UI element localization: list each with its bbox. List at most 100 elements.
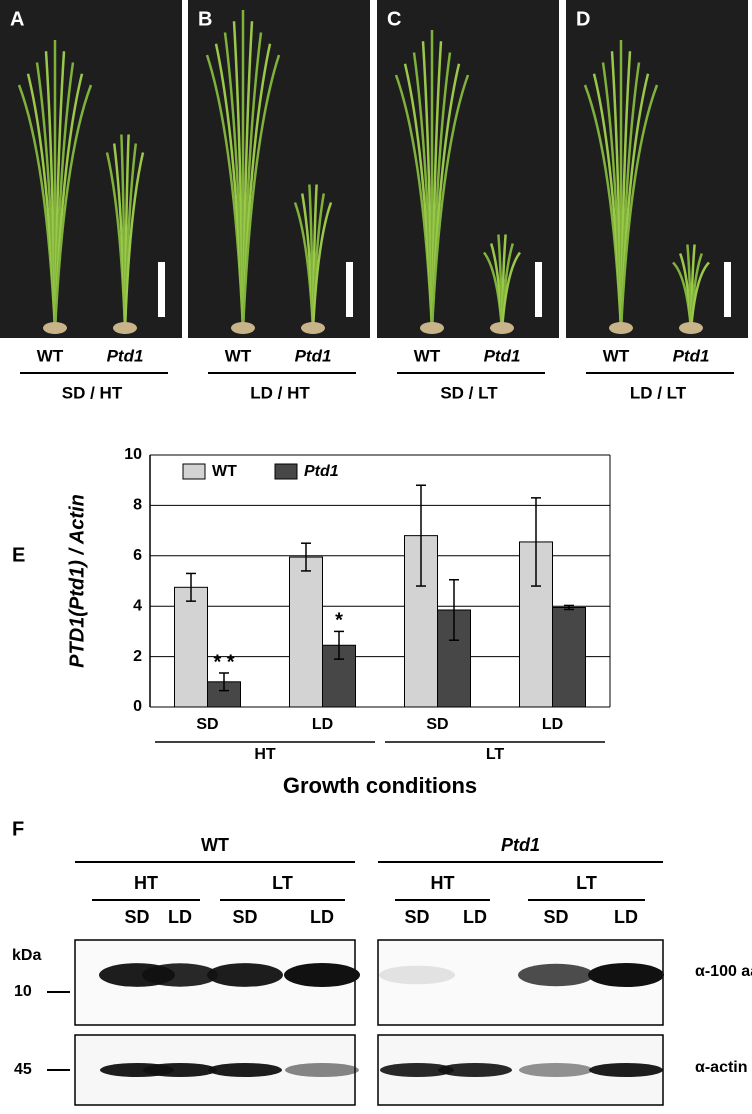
genotype-label: WT [37,346,64,365]
x-tick-label: SD [426,716,448,733]
panel-letter: A [10,8,24,30]
bar [174,586,208,708]
roots [231,322,255,334]
photoperiod-label: LD [614,907,638,927]
genotype-header: WT [201,835,229,855]
panel-letter: D [576,8,590,30]
error-bar [531,497,541,587]
leaf [500,251,522,331]
legend-swatch [274,463,298,480]
band [285,1063,359,1077]
antibody-label: α-actin [695,1059,748,1076]
photo [188,0,370,338]
scale-bar [724,262,731,317]
band [589,1063,663,1077]
leaf [619,84,659,331]
roots [43,322,67,334]
temperature-label: HT [134,873,158,893]
photo [377,0,559,338]
roots [679,322,703,334]
antibody-label: α-100 aa [695,963,752,980]
leaf [241,54,281,331]
scale-bar [535,262,542,317]
y-tick-label: 0 [133,698,142,715]
photoperiod-label: SD [232,907,257,927]
x-tick-label: LD [312,716,333,733]
scale-bar [158,262,165,317]
genotype-label: Ptd1 [107,346,144,365]
error-bar [334,630,344,660]
x-tick-label: SD [196,716,218,733]
photoperiod-label: LD [463,907,487,927]
y-tick-label: 2 [133,648,142,665]
band [208,1063,282,1077]
panel-letter: E [12,544,25,566]
leaf [53,84,93,331]
genotype-label: Ptd1 [484,346,521,365]
photo [0,0,182,338]
condition-label: SD / HT [62,383,123,402]
roots [301,322,325,334]
leaf [689,261,710,331]
x-tick-label: LD [542,716,563,733]
panel-letter: B [198,8,212,30]
panel-letter: C [387,8,401,30]
condition-label: LD / LT [630,383,687,402]
band [207,963,283,987]
marker-label: 10 [14,983,32,1000]
y-tick-label: 6 [133,547,142,564]
band [143,1063,217,1077]
significance: * * [213,651,234,673]
error-bar [301,542,311,572]
unit-label: kDa [12,947,41,964]
genotype-header: Ptd1 [501,835,540,855]
leaf [311,202,333,331]
photoperiod-label: SD [404,907,429,927]
legend-label: WT [212,463,237,480]
genotype-label: WT [603,346,630,365]
genotype-label: Ptd1 [673,346,710,365]
roots [113,322,137,334]
group-label: LT [486,746,505,763]
y-tick-label: 4 [133,597,142,614]
bar [289,556,323,708]
roots [609,322,633,334]
roots [420,322,444,334]
error-bar [186,572,196,602]
temperature-label: HT [431,873,455,893]
genotype-label: WT [225,346,252,365]
scale-bar [346,262,353,317]
photoperiod-label: LD [310,907,334,927]
band [438,1063,512,1077]
legend-swatch [182,463,206,480]
condition-label: LD / HT [250,383,310,402]
error-bar [416,484,426,587]
band [380,1063,454,1077]
leaf [123,152,145,331]
photoperiod-label: LD [168,907,192,927]
photoperiod-label: SD [124,907,149,927]
error-bar [219,672,229,692]
band [284,963,360,987]
panel-letter: F [12,818,24,840]
photo [566,0,748,338]
band [142,963,218,987]
band [379,965,455,985]
leaf [430,74,470,331]
significance: * [335,610,343,632]
genotype-label: Ptd1 [295,346,332,365]
group-label: HT [254,746,276,763]
error-bar [449,578,459,641]
legend-label: Ptd1 [304,463,339,480]
y-axis-label: PTD1(Ptd1) / Actin [66,494,88,668]
condition-label: SD / LT [440,383,498,402]
marker-label: 45 [14,1061,32,1078]
y-tick-label: 10 [124,446,142,463]
roots [490,322,514,334]
bar [552,606,586,708]
genotype-label: WT [414,346,441,365]
temperature-label: LT [272,873,293,893]
photoperiod-label: SD [543,907,568,927]
error-bar [564,604,574,611]
